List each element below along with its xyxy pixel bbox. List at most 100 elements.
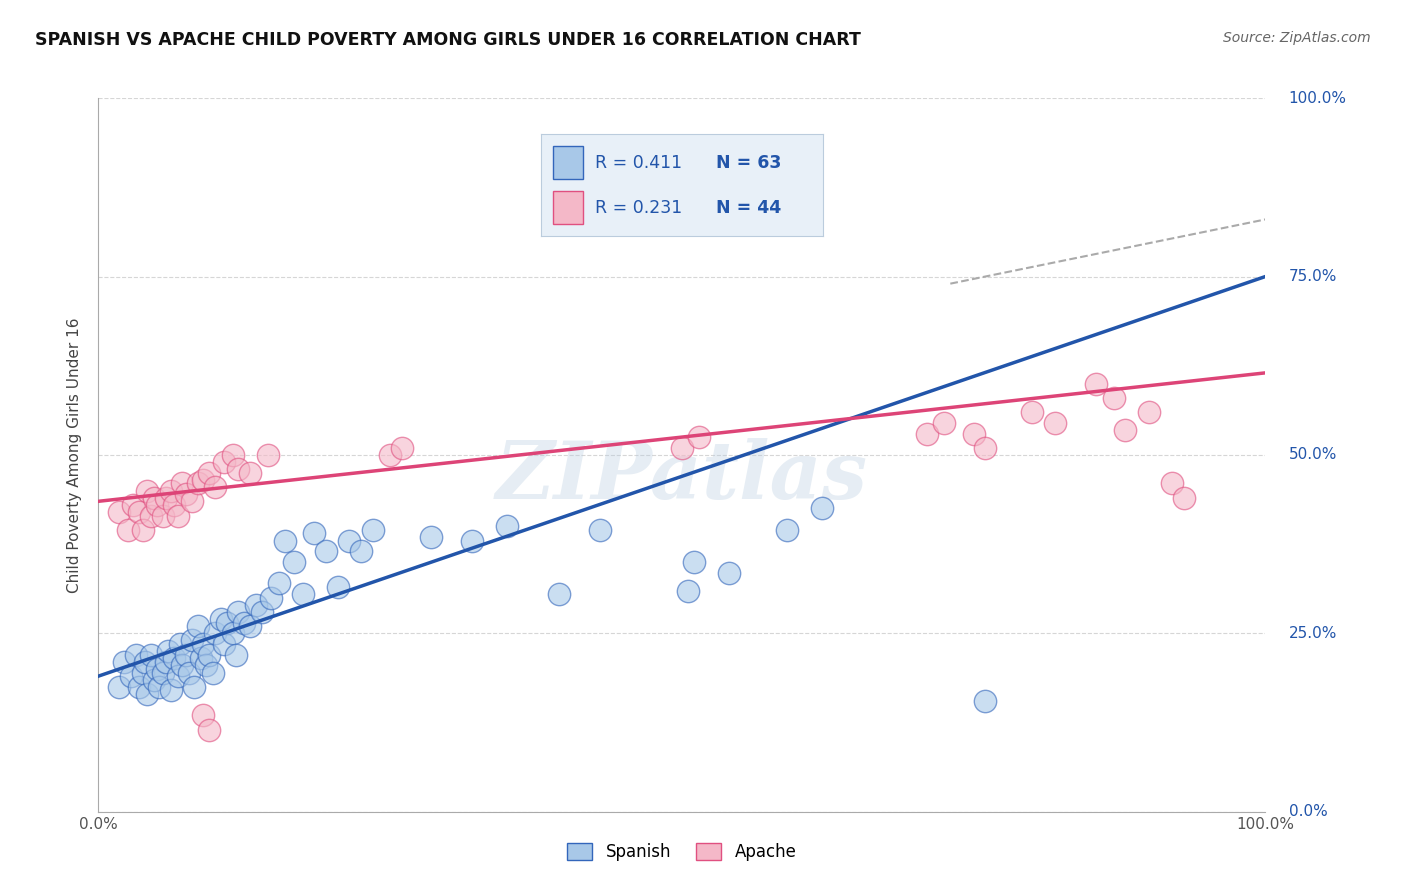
Point (1021, 405, 1043, 419)
Point (193, 473, 215, 487)
Point (136, 483, 159, 498)
Point (228, 462, 250, 476)
Point (152, 508, 174, 523)
Point (194, 658, 217, 673)
Point (187, 476, 209, 491)
Point (304, 526, 326, 541)
Point (1085, 376, 1108, 391)
Point (269, 576, 291, 591)
Point (974, 694, 997, 708)
Text: N = 63: N = 63 (716, 153, 780, 171)
Point (193, 637, 215, 651)
Point (163, 498, 186, 512)
Y-axis label: Child Poverty Among Girls Under 16: Child Poverty Among Girls Under 16 (67, 318, 83, 592)
Point (128, 505, 150, 519)
Point (179, 665, 201, 680)
Point (1114, 423, 1136, 437)
Point (776, 523, 799, 537)
Point (146, 662, 169, 676)
Point (283, 555, 305, 569)
Point (163, 651, 186, 665)
Point (350, 544, 373, 558)
Point (717, 566, 740, 580)
Point (1045, 416, 1067, 430)
Text: R = 0.231: R = 0.231 (595, 199, 682, 217)
Point (1173, 491, 1195, 505)
Point (378, 448, 402, 462)
Point (671, 441, 693, 455)
Point (132, 665, 155, 680)
Point (112, 655, 135, 669)
Point (682, 555, 704, 569)
Point (172, 658, 194, 673)
Point (915, 426, 938, 441)
Point (190, 651, 212, 665)
Point (198, 723, 221, 737)
Legend: Spanish, Apache: Spanish, Apache (561, 836, 803, 868)
Point (688, 430, 710, 444)
Point (239, 466, 262, 480)
Point (221, 626, 243, 640)
Point (134, 655, 156, 669)
Point (152, 665, 174, 680)
Point (291, 587, 314, 601)
Point (420, 530, 443, 544)
Point (174, 487, 197, 501)
Point (204, 626, 226, 640)
Point (326, 580, 349, 594)
Point (108, 680, 131, 694)
Text: SPANISH VS APACHE CHILD POVERTY AMONG GIRLS UNDER 16 CORRELATION CHART: SPANISH VS APACHE CHILD POVERTY AMONG GI… (35, 31, 860, 49)
Text: Source: ZipAtlas.com: Source: ZipAtlas.com (1223, 31, 1371, 45)
Point (548, 587, 571, 601)
Point (461, 533, 484, 548)
Point (233, 615, 256, 630)
Point (337, 533, 360, 548)
Text: 50.0%: 50.0% (1289, 448, 1337, 462)
Point (108, 505, 131, 519)
Text: 75.0%: 75.0% (1289, 269, 1337, 284)
Point (962, 426, 984, 441)
Point (198, 466, 221, 480)
Point (180, 633, 202, 648)
Point (209, 612, 232, 626)
Point (169, 637, 191, 651)
Point (180, 494, 202, 508)
Point (155, 491, 177, 505)
Point (1137, 405, 1160, 419)
Point (361, 523, 384, 537)
Point (155, 655, 177, 669)
Point (228, 605, 250, 619)
Point (183, 680, 205, 694)
Point (120, 669, 142, 683)
Point (974, 441, 997, 455)
Point (128, 680, 150, 694)
Point (1102, 391, 1125, 405)
Point (117, 523, 139, 537)
Point (143, 673, 166, 687)
Bar (553, 146, 583, 179)
Point (676, 583, 699, 598)
Point (132, 523, 155, 537)
Point (495, 519, 517, 533)
Text: N = 44: N = 44 (716, 199, 780, 217)
Point (174, 648, 197, 662)
Point (125, 648, 148, 662)
Point (245, 598, 267, 612)
Point (139, 508, 162, 523)
Point (221, 448, 243, 462)
Point (204, 480, 226, 494)
Text: ZIPatlas: ZIPatlas (496, 438, 868, 515)
Text: 100.0%: 100.0% (1289, 91, 1347, 105)
Point (239, 619, 262, 633)
Point (934, 416, 956, 430)
Point (136, 687, 159, 701)
Text: R = 0.411: R = 0.411 (595, 153, 682, 171)
Point (193, 708, 215, 723)
Point (260, 591, 283, 605)
Point (159, 683, 181, 698)
Point (214, 455, 236, 469)
Point (250, 605, 273, 619)
Point (391, 441, 413, 455)
Point (214, 637, 236, 651)
Point (159, 483, 181, 498)
